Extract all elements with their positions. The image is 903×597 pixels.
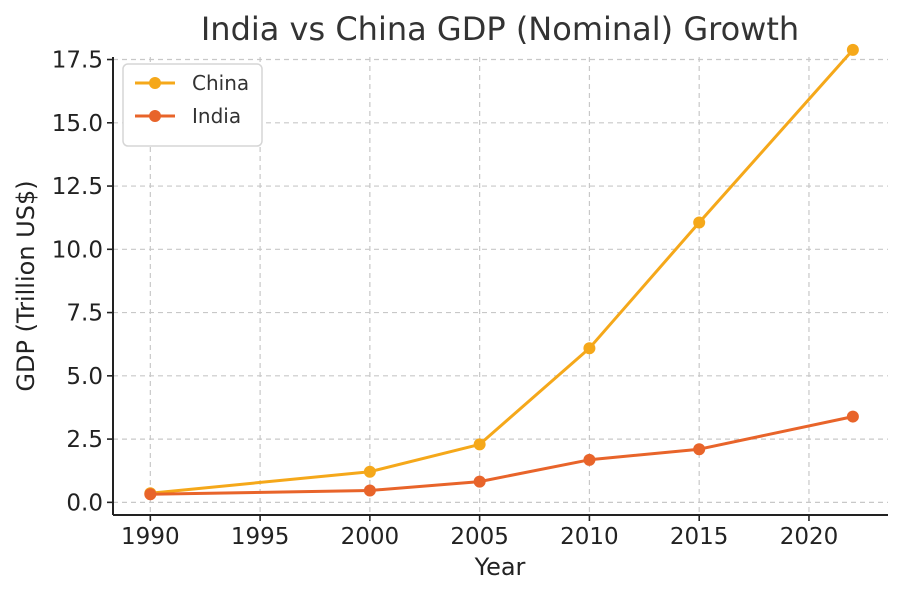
- y-axis-label: GDP (Trillion US$): [12, 180, 40, 391]
- legend-china-swatch-marker: [149, 77, 161, 89]
- india-data-point: [144, 488, 157, 501]
- y-tick-label: 15.0: [52, 111, 103, 137]
- legend-china-label: China: [192, 71, 249, 95]
- china-data-point: [583, 342, 596, 355]
- y-tick-label: 17.5: [52, 48, 103, 74]
- axes: [107, 57, 888, 521]
- x-tick-label: 2000: [341, 524, 400, 550]
- x-tick-label: 1995: [231, 524, 290, 550]
- y-tick-label: 10.0: [52, 237, 103, 263]
- x-tick-label: 2005: [450, 524, 509, 550]
- legend: China India: [122, 63, 263, 147]
- china-data-point: [846, 43, 859, 56]
- legend-india-label: India: [192, 104, 241, 128]
- india-data-point: [846, 410, 859, 423]
- india-data-point: [693, 443, 706, 456]
- y-tick-label: 0.0: [66, 490, 103, 516]
- x-tick-label: 2010: [560, 524, 619, 550]
- india-series-line: [148, 415, 855, 496]
- y-tick-label: 12.5: [52, 174, 103, 200]
- chart-title: India vs China GDP (Nominal) Growth: [201, 10, 799, 48]
- series-lines: [144, 43, 859, 501]
- china-data-point: [693, 216, 706, 229]
- legend-india-swatch-marker: [149, 110, 161, 122]
- china-data-point: [473, 438, 486, 451]
- china-series-line: [148, 48, 855, 495]
- x-axis-label: Year: [474, 553, 526, 581]
- india-data-point: [473, 475, 486, 488]
- y-tick-label: 5.0: [66, 364, 103, 390]
- india-data-point: [363, 484, 376, 497]
- india-data-point: [583, 453, 596, 466]
- china-data-point: [363, 465, 376, 478]
- x-tick-label: 2020: [780, 524, 839, 550]
- x-tick-label: 2015: [670, 524, 729, 550]
- x-tick-label: 1990: [121, 524, 180, 550]
- y-tick-label: 7.5: [66, 301, 103, 327]
- y-tick-label: 2.5: [66, 427, 103, 453]
- tick-labels: 1990 1995 2000 2005 2010 2015 2020 0.0 2.5 5.0 7.5…: [52, 48, 838, 550]
